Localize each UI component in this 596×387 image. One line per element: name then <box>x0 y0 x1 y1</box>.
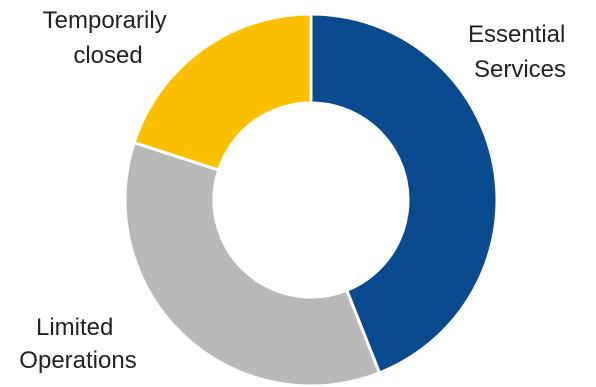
slice-label-temporarily-closed: Temporarily closed <box>43 7 174 69</box>
donut-slices <box>123 12 499 387</box>
slice-limited-operations <box>123 141 381 387</box>
slice-label-limited-operations: Limited Operations <box>19 314 136 374</box>
slice-essential-services <box>309 12 499 375</box>
slice-temporarily-closed <box>132 12 313 172</box>
slice-label-essential-services: Essential Services <box>468 21 572 83</box>
